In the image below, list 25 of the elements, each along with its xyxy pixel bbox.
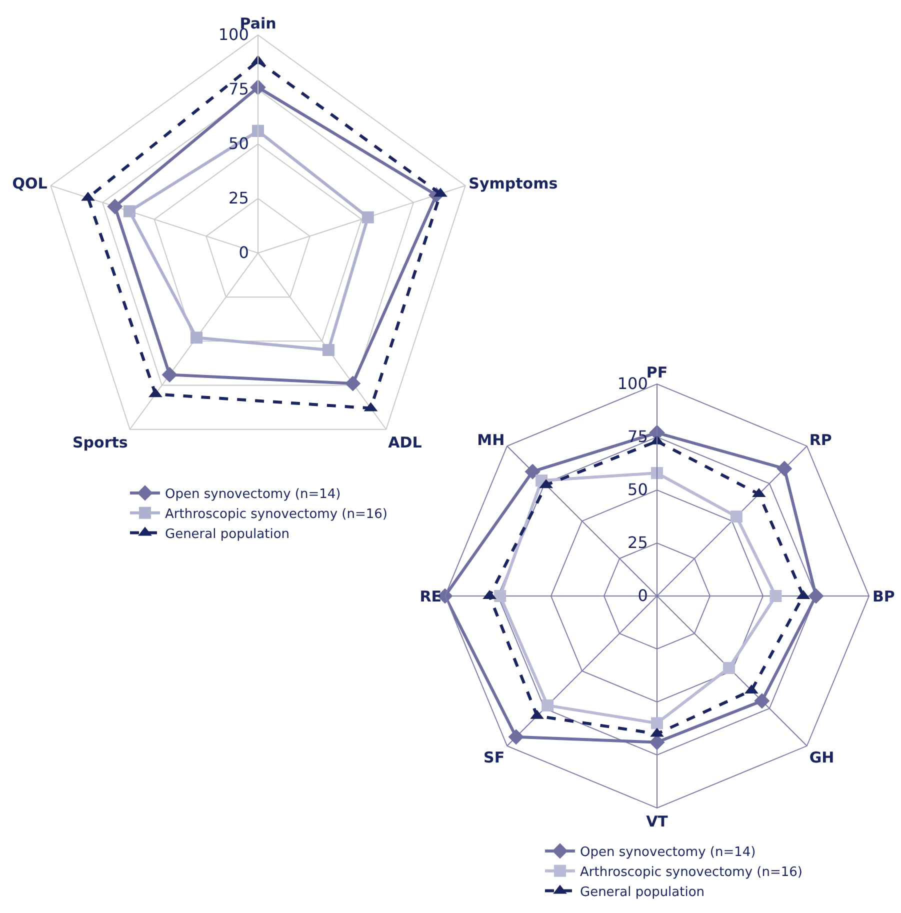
y-tick-label: 0 [238, 243, 249, 262]
spoke-label: GH [809, 748, 834, 767]
legend-label: General population [165, 526, 290, 542]
y-tick-label: 25 [228, 188, 249, 208]
spoke-label: Sports [72, 433, 128, 452]
y-tick-label: 75 [228, 80, 249, 99]
legend-label: General population [580, 884, 705, 900]
legend-label: Arthroscopic synovectomy (n=16) [580, 864, 802, 880]
spoke-label: RE [420, 587, 442, 606]
spoke-label: PF [646, 364, 668, 382]
spoke-label: ADL [388, 433, 422, 452]
legend-label: Open synovectomy (n=14) [165, 487, 341, 502]
spoke-label: QOL [12, 174, 48, 193]
spoke-label: BP [872, 587, 895, 606]
y-tick-label: 50 [628, 480, 648, 500]
legend-label: Open synovectomy (n=14) [580, 845, 756, 860]
spoke-label: VT [646, 812, 669, 830]
legend-label: Arthroscopic synovectomy (n=16) [165, 506, 388, 522]
y-tick-label: 25 [628, 533, 648, 552]
spoke-label: RP [809, 431, 832, 450]
spoke-label: MH [477, 431, 505, 450]
y-tick-label: 50 [228, 134, 249, 154]
spoke-label: Symptoms [468, 174, 558, 193]
spoke-label: SF [484, 748, 505, 767]
y-tick-label: 100 [617, 374, 648, 394]
